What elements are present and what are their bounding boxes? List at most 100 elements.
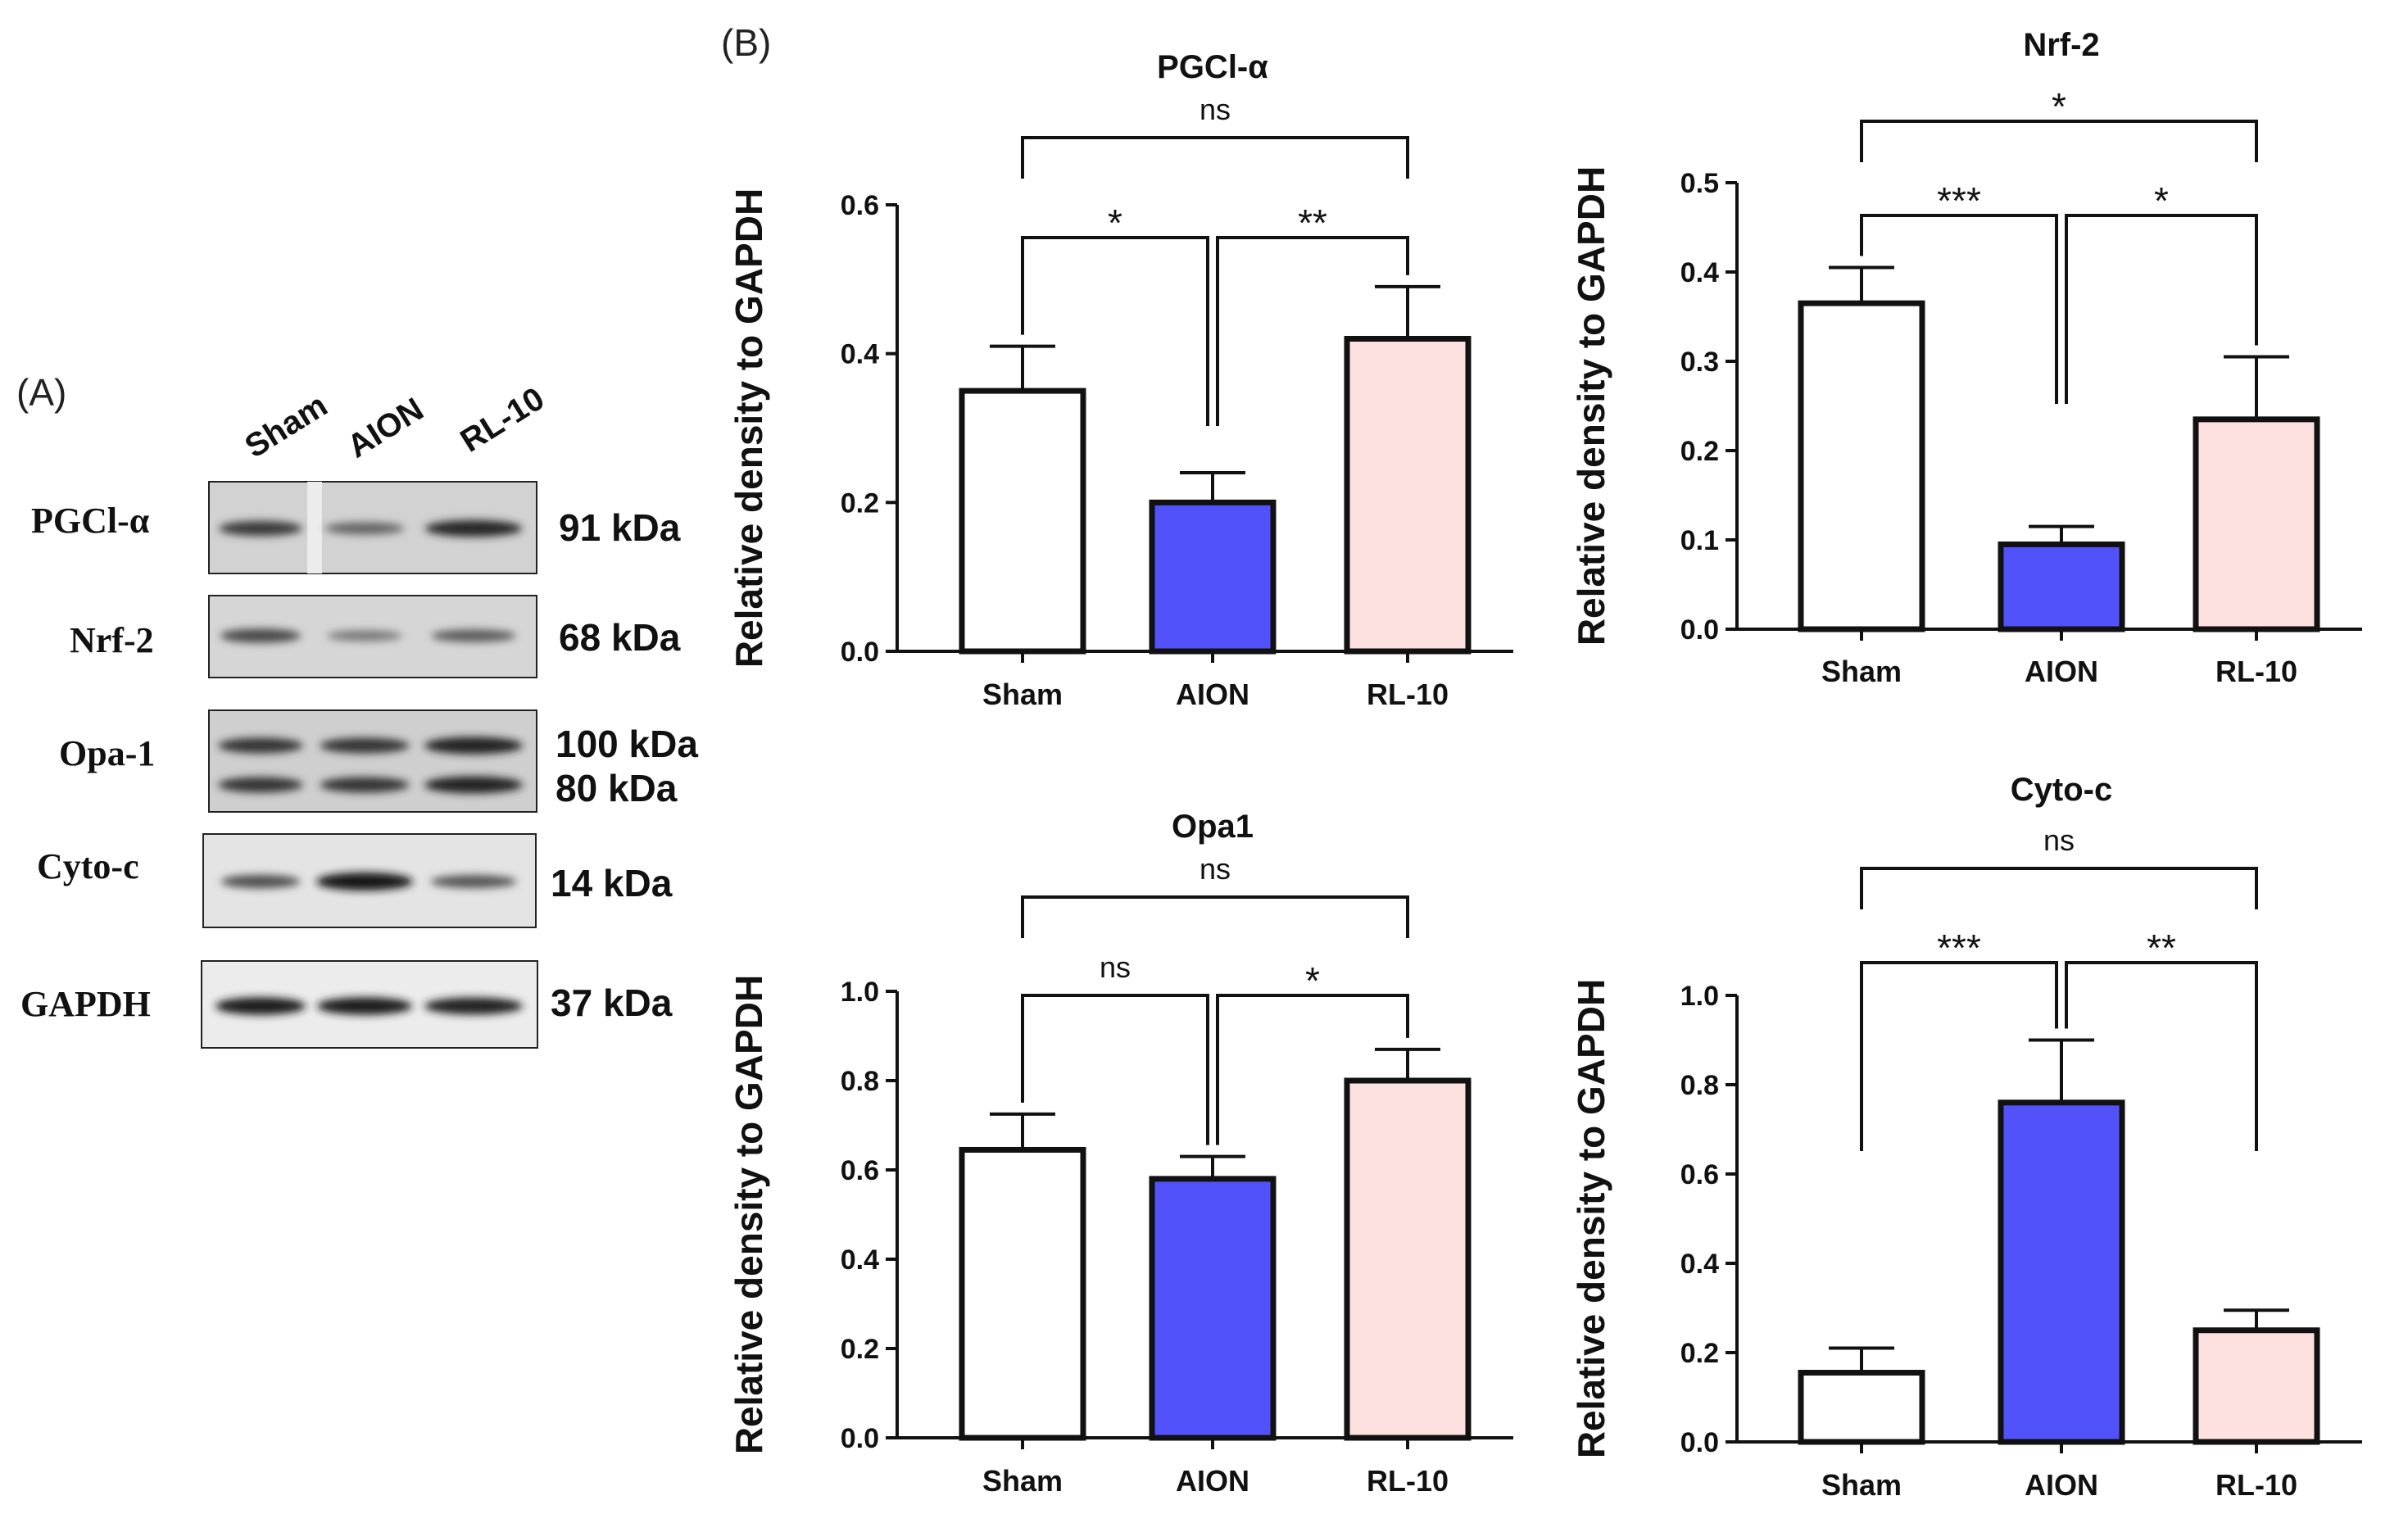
kda-cytoc: 14 kDa [551,862,673,904]
y-tick-label: 0.0 [841,1423,879,1454]
blot-band [219,520,302,537]
y-tick-label: 0.1 [1680,525,1719,556]
significance-bracket [1860,961,2058,1151]
y-tick-label: 0.2 [841,487,879,519]
significance-bracket [1021,236,1209,426]
western-blot: PGCl-α 91 kDa Nrf-2 68 kDa Opa-1 100 kDa… [20,481,698,1049]
x-tick-label: Sham [982,678,1063,711]
chart-cytoc: Cyto-c Relative density to GAPDH 0.0 0.2 0.4… [1570,772,2362,1502]
bar-aion [1149,499,1277,655]
kda-gapdh: 37 kDa [551,981,673,1024]
x-tick-label: RL-10 [1367,678,1449,711]
blot-band [327,630,402,641]
lane-label-sham: Sham [238,388,333,465]
significance-bracket [1021,994,1209,1145]
blot-band [320,737,410,754]
blot-band [431,629,516,642]
significance-label: * [1305,959,1320,1002]
x-tick-label: RL-10 [1367,1464,1449,1498]
y-tick-label: 0.4 [1680,1249,1719,1280]
significance-label: * [2052,85,2066,128]
bar-sham [959,388,1086,655]
bar-sham [1798,300,1925,632]
bar-rl-10 [1344,1077,1472,1441]
significance-bracket [1860,120,2258,162]
significance-label: * [1108,202,1122,244]
bar-aion [1149,1176,1277,1441]
y-tick-label: 0.0 [1680,1427,1719,1458]
bar-aion [1998,541,2125,632]
significance-bracket [1860,867,2258,909]
blot-band [424,776,524,794]
bar-aion [1998,1099,2125,1445]
blot-band [316,873,413,891]
y-tick-label: 1.0 [841,977,879,1008]
blot-band [324,522,405,535]
blot-band [424,997,524,1015]
blot-band [218,777,303,793]
x-tick-label: AION [1176,678,1249,711]
y-tick-label: 0.2 [1680,1338,1719,1369]
blot-label-cytoc: Cyto-c [37,846,139,886]
bar-sham [959,1146,1086,1441]
blot-strip-opa1 [208,709,537,813]
chart-pgc1a: PGCl-α Relative density to GAPDH 0.0 0.2 0.4… [728,49,1513,711]
y-tick-label: 0.6 [841,1155,879,1186]
y-tick-label: 0.4 [841,1244,879,1276]
y-tick-label: 0.4 [841,339,879,370]
significance-label: *** [1937,179,1981,222]
y-axis-label: Relative density to GAPDH [1570,166,1612,646]
x-tick-label: AION [2025,1468,2098,1502]
bar-rl-10 [2193,1327,2320,1445]
lane-label-aion: AION [341,391,429,465]
significance-bracket [2065,214,2258,404]
y-tick-label: 0.4 [1680,257,1719,288]
x-tick-label: RL-10 [2215,655,2297,688]
chart-title: Opa1 [1172,809,1254,845]
lane-gap [307,482,322,573]
blot-band [320,777,410,793]
significance-bracket [1216,236,1409,426]
blot-band [424,737,524,755]
kda-opa1-80: 80 kDa [556,767,678,809]
significance-label: ns [1199,852,1231,886]
y-tick-label: 1.0 [1680,981,1719,1012]
y-tick-label: 0.5 [1680,168,1719,199]
y-tick-label: 0.6 [1680,1159,1719,1190]
significance-label: * [2154,179,2169,222]
y-axis-label: Relative density to GAPDH [1570,979,1612,1458]
bar-rl-10 [1344,336,1472,655]
chart-title: Cyto-c [2011,772,2112,808]
bar-sham [1798,1370,1925,1445]
blot-band [430,875,517,888]
significance-bracket [1021,895,1409,938]
y-axis-label: Relative density to GAPDH [728,188,770,668]
kda-pgc1a: 91 kDa [559,506,681,549]
x-tick-label: Sham [982,1464,1063,1498]
blot-label-pgc1a: PGCl-α [31,501,150,541]
y-tick-label: 0.0 [841,637,879,668]
significance-bracket [1021,136,1409,179]
panel-b-label: (B) [721,21,771,64]
x-tick-label: Sham [1821,1468,1902,1502]
lane-label-rl10: RL-10 [454,380,551,459]
blot-label-nrf2: Nrf-2 [70,620,154,660]
blot-band [220,874,301,889]
kda-nrf2: 68 kDa [559,616,681,659]
y-tick-label: 0.6 [841,190,879,221]
blot-band [215,997,306,1015]
blot-label-opa1: Opa-1 [59,733,155,773]
blot-band [424,519,523,537]
y-tick-label: 0.3 [1680,347,1719,378]
chart-title: Nrf-2 [2023,27,2099,63]
y-tick-label: 0.0 [1680,614,1719,646]
significance-label: ns [1199,93,1231,126]
blot-band [316,997,413,1015]
x-tick-label: Sham [1821,655,1902,688]
chart-nrf2: Nrf-2 Relative density to GAPDH 0.0 0.1 0.2 0… [1570,27,2362,688]
x-tick-label: AION [2025,655,2098,688]
lane-labels: Sham AION RL-10 [238,380,551,465]
blot-label-gapdh: GAPDH [20,984,151,1024]
y-axis-label: Relative density to GAPDH [728,975,770,1454]
